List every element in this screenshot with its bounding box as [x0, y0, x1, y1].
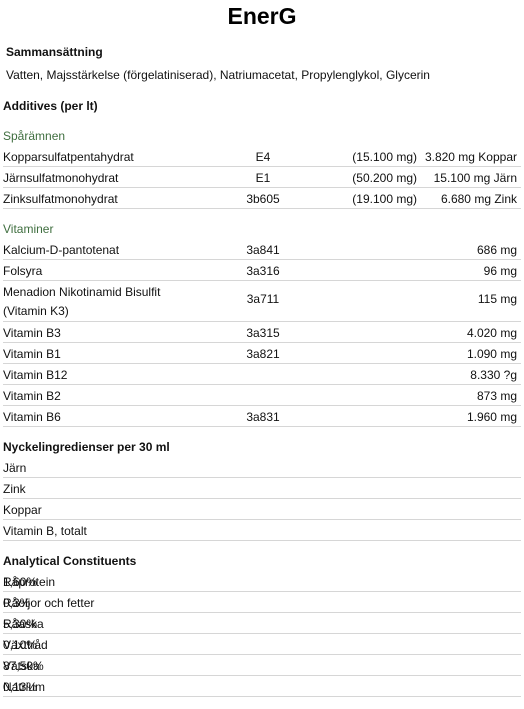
key-ingredient-name: Vitamin B, totalt: [3, 524, 87, 538]
key-ingredient-name: Järn: [3, 461, 27, 475]
compound-amount: (50.200 mg): [352, 171, 417, 185]
vitamin-name: Vitamin B2: [3, 389, 61, 403]
ingredient-amount: 3.820 mg Koppar: [424, 150, 517, 164]
ingredient-code: E1: [255, 171, 271, 185]
constituent-name: Råprotein: [3, 575, 56, 589]
vitamin-name: Kalcium-D-pantotenat: [3, 243, 120, 257]
table-row: Folsyra 3a316 96 mg: [3, 260, 521, 281]
table-row: Kalcium-D-pantotenat 3a841 686 mg: [3, 239, 521, 260]
vitamin-code: 3a841: [246, 243, 280, 257]
constituent-name: Råoljor och fetter: [3, 596, 95, 610]
vitamin-code: 3a315: [246, 326, 280, 340]
table-row: Vitamin B3 3a315 4.020 mg: [3, 322, 521, 343]
ingredient-amount: 6.680 mg Zink: [440, 192, 517, 206]
vitamin-code: 3a821: [246, 347, 280, 361]
table-row: Vitamin B1 3a821 1.090 mg: [3, 343, 521, 364]
composition-text: Vatten, Majsstärkelse (förgelatiniserad)…: [6, 68, 430, 82]
page-title: EnerG: [227, 3, 297, 29]
table-row: Menadion Nikotinamid Bisulfit (Vitamin K…: [3, 281, 521, 322]
table-row: Vätska 87,50%: [3, 655, 521, 676]
vitamin-name: Folsyra: [3, 264, 43, 278]
table-row: Vitamin B6 3a831 1.960 mg: [3, 406, 521, 427]
compound-amount: (19.100 mg): [352, 192, 417, 206]
additives-heading: Additives (per lt): [3, 99, 98, 113]
ingredient-name: Järnsulfatmonohydrat: [3, 171, 119, 185]
constituent-value: 0,3%: [3, 596, 31, 610]
key-ingredient-name: Koppar: [3, 503, 42, 517]
list-item: Zink: [3, 478, 521, 499]
table-row: Natrium 0,13%: [3, 676, 521, 697]
ingredient-name: Kopparsulfatpentahydrat: [3, 150, 134, 164]
table-row: Vitamin B2 873 mg: [3, 385, 521, 406]
table-row: Råaska 5,30%: [3, 613, 521, 634]
ingredient-code: E4: [255, 150, 271, 164]
vitamin-amount: 1.960 mg: [466, 410, 517, 424]
vitamin-amount: 96 mg: [483, 264, 517, 278]
vitamin-amount: 8.330 ?g: [470, 368, 517, 382]
vitamin-amount: 873 mg: [476, 389, 517, 403]
table-row: Råoljor och fetter 0,3%: [3, 592, 521, 613]
constituent-value: 1,60%: [3, 575, 38, 589]
table-row: Järnsulfatmonohydrat E1 (50.200 mg) 15.1…: [3, 167, 521, 188]
ingredient-code: 3b605: [246, 192, 280, 206]
vitamin-amount: 686 mg: [476, 243, 517, 257]
vitamin-code: 3a316: [246, 264, 280, 278]
constituent-name: Växttråd: [3, 638, 48, 652]
list-item: Järn: [3, 457, 521, 478]
table-row: Kopparsulfatpentahydrat E4 (15.100 mg) 3…: [3, 146, 521, 167]
table-row: Råprotein 1,60%: [3, 571, 521, 592]
vitamin-amount: 115 mg: [477, 292, 517, 306]
ingredient-amount: 15.100 mg Järn: [433, 171, 517, 185]
table-row: Växttråd 0,10%: [3, 634, 521, 655]
vitamins-heading: Vitaminer: [3, 222, 54, 236]
list-item: Vitamin B, totalt: [3, 520, 521, 541]
vitamin-name: Menadion Nikotinamid Bisulfit (Vitamin K…: [3, 285, 161, 318]
vitamin-amount: 4.020 mg: [466, 326, 517, 340]
trace-elements-heading: Spårämnen: [3, 129, 66, 143]
compound-amount: (15.100 mg): [352, 150, 417, 164]
constituent-value: 0,10%: [3, 638, 38, 652]
composition-heading: Sammansättning: [6, 45, 103, 59]
table-row: Vitamin B12 8.330 ?g: [3, 364, 521, 385]
vitamin-name: Vitamin B12: [3, 368, 68, 382]
table-row: Zinksulfatmonohydrat 3b605 (19.100 mg) 6…: [3, 188, 521, 209]
vitamin-code: 3a711: [246, 292, 280, 306]
list-item: Koppar: [3, 499, 521, 520]
constituent-name: Vätska: [3, 659, 40, 673]
key-ingredient-name: Zink: [3, 482, 26, 496]
ingredient-name: Zinksulfatmonohydrat: [3, 192, 118, 206]
key-ingredients-heading: Nyckelingredienser per 30 ml: [3, 440, 170, 454]
analytical-heading: Analytical Constituents: [3, 554, 137, 568]
constituent-name: Råaska: [3, 617, 44, 631]
constituent-value: 0,13%: [3, 680, 38, 694]
constituent-value: 87,50%: [3, 659, 44, 673]
vitamin-name: Vitamin B3: [3, 326, 61, 340]
vitamin-name: Vitamin B6: [3, 410, 61, 424]
constituent-name: Natrium: [3, 680, 46, 694]
vitamin-amount: 1.090 mg: [466, 347, 517, 361]
vitamin-code: 3a831: [246, 410, 280, 424]
constituent-value: 5,30%: [3, 617, 38, 631]
vitamin-name: Vitamin B1: [3, 347, 61, 361]
